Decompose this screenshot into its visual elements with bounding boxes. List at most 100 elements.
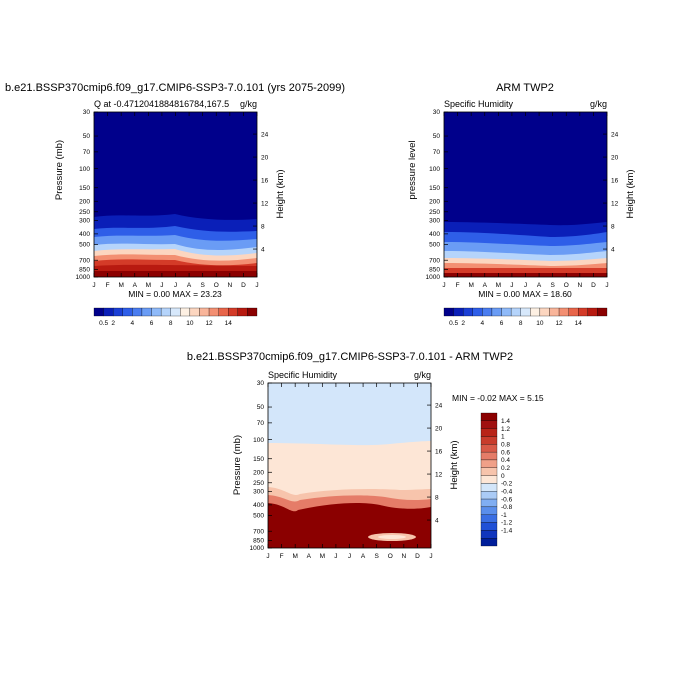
colorbar-swatch xyxy=(237,307,248,317)
colorbar-swatch xyxy=(122,307,133,317)
y-tick-label: 100 xyxy=(253,437,264,444)
colorbar-label: 6 xyxy=(500,320,504,327)
x-tick-label: A xyxy=(133,282,138,289)
colorbar-label: 0 xyxy=(501,473,505,480)
panel-model: b.e21.BSSP370cmip6.f09_g17.CMIP6-SSP3-7.… xyxy=(5,82,345,327)
colorbar-label: 0.6 xyxy=(501,449,510,456)
y2-tick-label: 20 xyxy=(611,154,619,161)
x-tick-label: J xyxy=(429,553,432,560)
panel-model-subtitle-right: g/kg xyxy=(240,99,257,109)
colorbar-swatch xyxy=(578,307,588,317)
x-tick-label: D xyxy=(591,282,596,289)
panel-model-ylabel: Pressure (mb) xyxy=(54,140,65,200)
x-tick-label: A xyxy=(537,282,542,289)
panel-obs-colorbar: 0.5 2 4 6 8 10 12 14 xyxy=(443,307,608,327)
x-tick-label: J xyxy=(348,553,351,560)
colorbar-swatch xyxy=(472,307,483,317)
y2-tick-label: 24 xyxy=(611,131,619,138)
colorbar-swatch xyxy=(132,307,143,317)
y-tick-label: 70 xyxy=(257,420,265,427)
y-tick-label: 700 xyxy=(429,257,440,264)
y-tick-label: 300 xyxy=(79,218,90,225)
panel-diff-colorbar: 1.41.210.80.60.40.20-0.2-0.4-0.6-0.8-1-1… xyxy=(480,412,513,547)
x-tick-label: F xyxy=(106,282,110,289)
panel-model-subtitle-left: Q at -0.471204188481678​4,167.5 xyxy=(94,99,229,109)
y-tick-label: 1000 xyxy=(76,274,91,281)
y-tick-label: 50 xyxy=(257,404,265,411)
x-tick-label: O xyxy=(214,282,219,289)
colorbar-label: 1.2 xyxy=(501,426,510,433)
colorbar-label: 2 xyxy=(111,320,115,327)
colorbar-swatch xyxy=(113,307,123,317)
y2-tick-label: 24 xyxy=(261,131,269,138)
colorbar-label: 1.4 xyxy=(501,418,510,425)
x-tick-label: N xyxy=(401,553,406,560)
y-tick-label: 850 xyxy=(79,267,90,274)
field-band xyxy=(378,535,406,539)
y-tick-label: 300 xyxy=(253,489,264,496)
colorbar-label: 0.5 xyxy=(99,320,108,327)
colorbar-swatch xyxy=(480,491,498,500)
y-tick-label: 500 xyxy=(79,242,90,249)
x-tick-label: J xyxy=(92,282,95,289)
colorbar-label: 12 xyxy=(555,320,563,327)
colorbar-swatch xyxy=(480,530,498,539)
colorbar-swatch xyxy=(480,459,498,468)
x-tick-label: J xyxy=(510,282,513,289)
y-tick-label: 200 xyxy=(429,198,440,205)
x-tick-label: N xyxy=(577,282,582,289)
panel-obs-axes: J F M A M J J A S O N D J 30 50 70 100 150 200 250 300 400 500… xyxy=(426,109,619,289)
colorbar-swatch xyxy=(480,506,498,515)
y-tick-label: 30 xyxy=(257,380,265,387)
x-tick-label: O xyxy=(564,282,569,289)
y-tick-label: 300 xyxy=(429,218,440,225)
x-tick-label: M xyxy=(468,282,473,289)
y2-tick-label: 4 xyxy=(435,517,439,524)
x-tick-label: D xyxy=(415,553,420,560)
y-tick-label: 500 xyxy=(429,242,440,249)
colorbar-label: 0.2 xyxy=(501,465,510,472)
colorbar-swatch xyxy=(482,307,493,317)
y-tick-label: 30 xyxy=(83,109,91,116)
x-tick-label: J xyxy=(442,282,445,289)
panel-model-minmax: MIN = 0.00 MAX = 23.23 xyxy=(128,289,222,299)
colorbar-swatch xyxy=(247,307,258,317)
colorbar-swatch xyxy=(539,307,550,317)
x-tick-label: A xyxy=(361,553,366,560)
x-tick-label: O xyxy=(388,553,393,560)
colorbar-swatch xyxy=(597,307,608,317)
colorbar-swatch xyxy=(463,307,473,317)
panel-diff-title: b.e21.BSSP370cmip6.f09_g17.CMIP6-SSP3-7.… xyxy=(187,351,513,363)
panel-model-axes: J F M A M J J A S O N D J 30 50 70 100 150 200 250 300 400 500… xyxy=(76,109,269,289)
panel-diff-subtitle-right: g/kg xyxy=(414,370,431,380)
x-tick-label: J xyxy=(605,282,608,289)
colorbar-label: -0.6 xyxy=(501,496,513,503)
y2-tick-label: 20 xyxy=(261,154,269,161)
y-tick-label: 30 xyxy=(433,109,441,116)
colorbar-swatch xyxy=(491,307,502,317)
colorbar-swatch xyxy=(480,428,498,437)
colorbar-swatch xyxy=(208,307,219,317)
colorbar-label: -1.2 xyxy=(501,520,513,527)
y2-tick-label: 4 xyxy=(261,246,265,253)
colorbar-swatch xyxy=(549,307,560,317)
panel-diff-minmax: MIN = -0.02 MAX = 5.15 xyxy=(452,393,544,403)
y-tick-label: 250 xyxy=(79,209,90,216)
panel-model-colorbar: 0.5 2 4 6 8 10 12 14 xyxy=(93,307,258,327)
y-tick-label: 850 xyxy=(429,267,440,274)
colorbar-swatch xyxy=(587,307,598,317)
y-tick-label: 700 xyxy=(79,257,90,264)
x-tick-label: J xyxy=(160,282,163,289)
x-tick-label: S xyxy=(374,553,379,560)
colorbar-label: 2 xyxy=(461,320,465,327)
y-tick-label: 70 xyxy=(83,149,91,156)
panel-obs-field xyxy=(444,112,607,277)
x-tick-label: M xyxy=(496,282,501,289)
x-tick-label: A xyxy=(187,282,192,289)
x-tick-label: J xyxy=(255,282,258,289)
panel-model-field xyxy=(94,112,257,277)
panel-diff-axes: J F M A M J J A S O N D J 30 50 70 100 150 200 250 300 400 500… xyxy=(250,380,443,560)
panel-obs-title: ARM TWP2 xyxy=(496,82,554,94)
colorbar-label: -0.4 xyxy=(501,488,513,495)
